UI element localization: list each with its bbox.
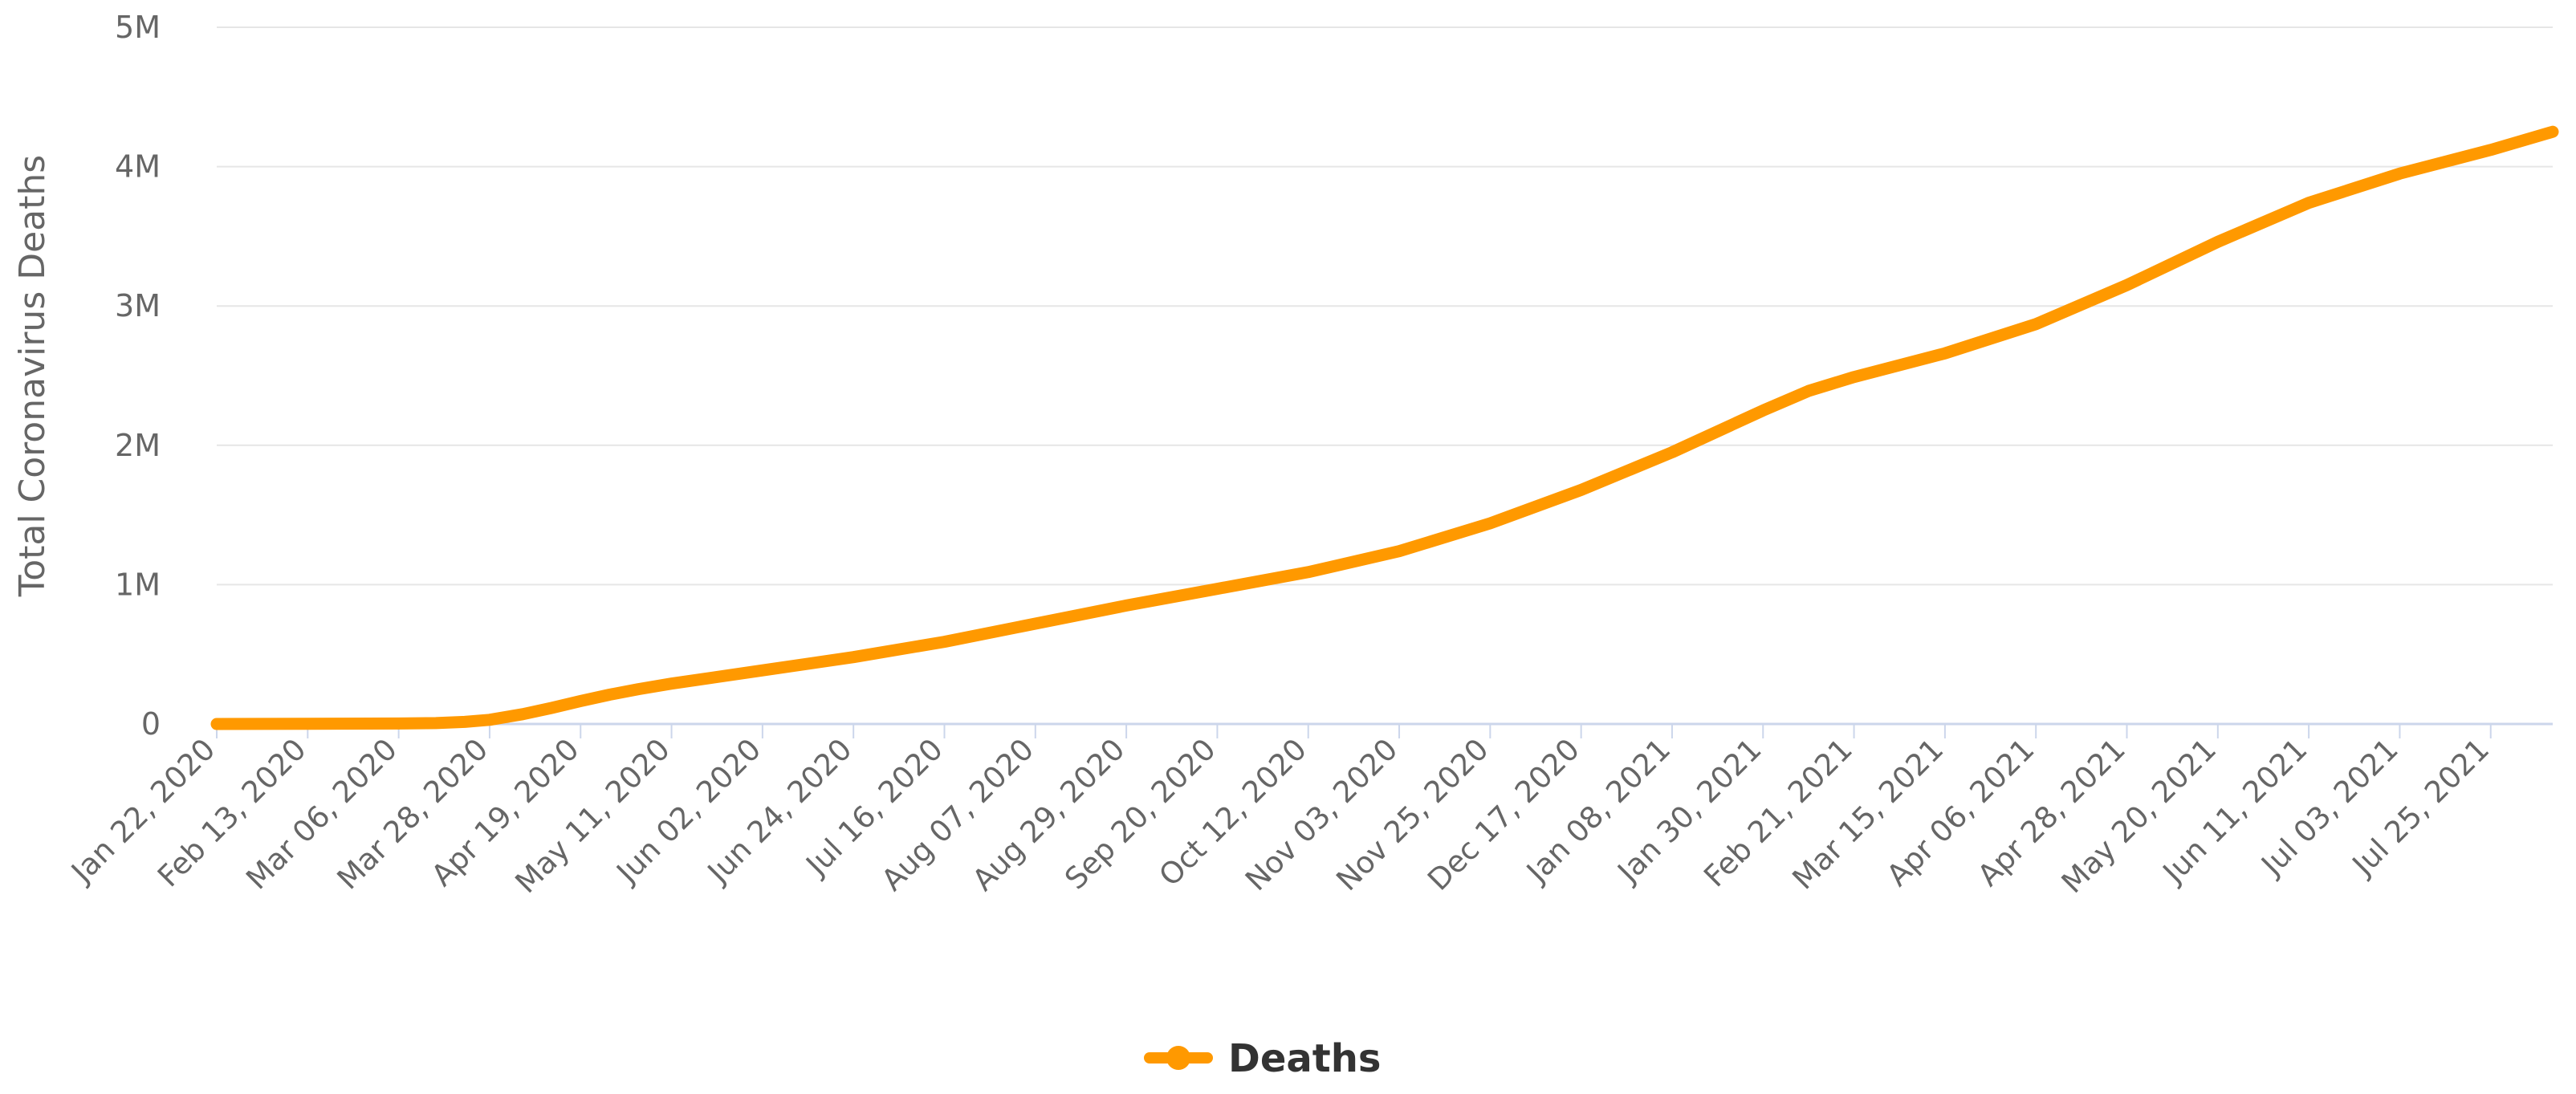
- series-line-deaths[interactable]: [210, 125, 2559, 730]
- series-group: [210, 125, 2559, 730]
- y-tick-label: 3M: [115, 288, 161, 323]
- y-tick-label: 5M: [115, 10, 161, 45]
- legend[interactable]: Deaths: [1144, 1036, 1381, 1081]
- x-tick-label: May 11, 2020: [509, 732, 677, 900]
- y-tick-label: 2M: [115, 428, 161, 463]
- legend-label-deaths: Deaths: [1228, 1036, 1381, 1081]
- y-axis: 0 1M 2M 3M 4M 5M: [115, 10, 161, 742]
- y-axis-title: Total Coronavirus Deaths: [12, 155, 53, 597]
- legend-swatch-marker: [1166, 1046, 1190, 1070]
- y-tick-label: 4M: [115, 149, 161, 185]
- y-tick-label: 0: [141, 706, 161, 742]
- x-tick-label: May 20, 2021: [2055, 732, 2223, 900]
- gridlines: [217, 26, 2553, 726]
- y-tick-label: 1M: [115, 567, 161, 602]
